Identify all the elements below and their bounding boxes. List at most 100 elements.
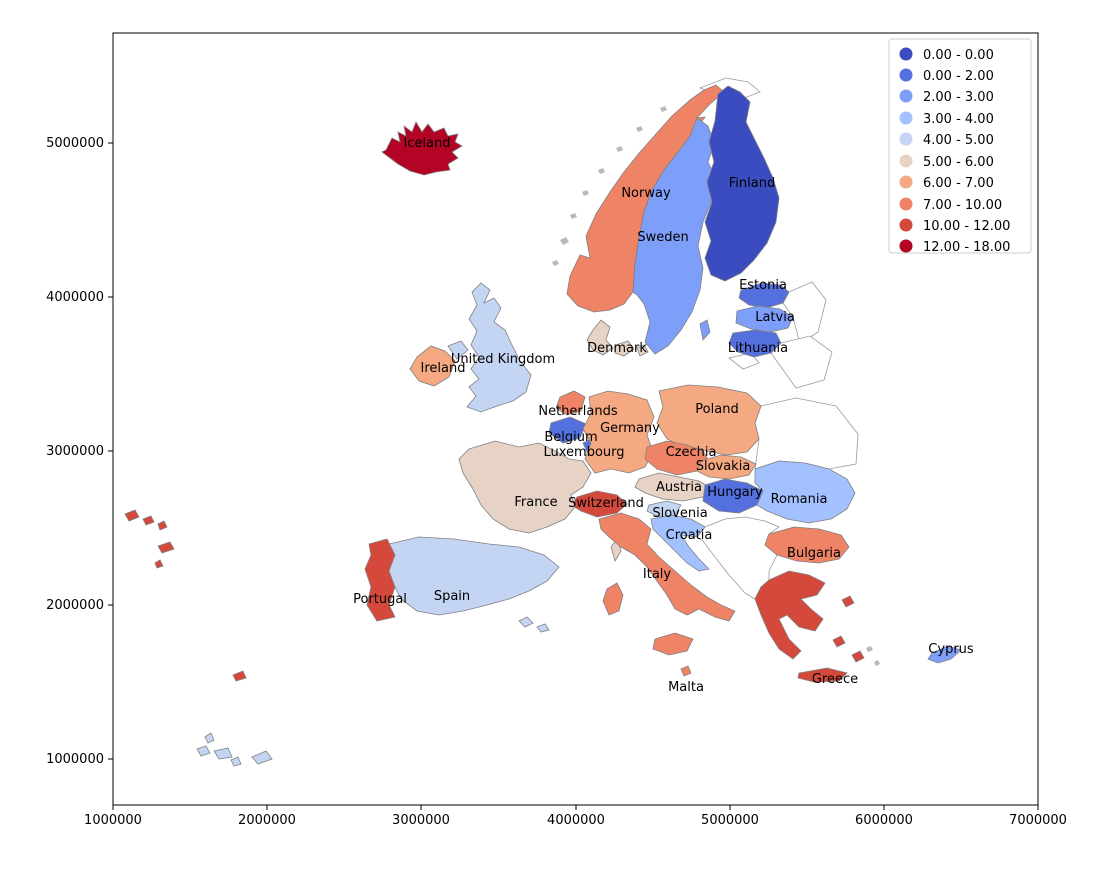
country-label-hungary: Hungary bbox=[707, 485, 763, 500]
legend-entry-label: 3.00 - 4.00 bbox=[923, 112, 994, 127]
neighbor-ukraine bbox=[754, 397, 859, 470]
region-slovenia bbox=[646, 500, 682, 518]
legend-entry-label: 0.00 - 0.00 bbox=[923, 48, 994, 63]
country-label-belgium: Belgium bbox=[544, 430, 597, 445]
regions bbox=[124, 84, 962, 767]
region-malta bbox=[680, 665, 692, 677]
x-axis: 1000000 2000000 3000000 4000000 5000000 … bbox=[84, 813, 1067, 828]
legend-entry-label: 10.00 - 12.00 bbox=[923, 219, 1010, 234]
country-label-poland: Poland bbox=[695, 402, 738, 417]
region-latvia bbox=[735, 305, 794, 333]
country-label-iceland: Iceland bbox=[403, 136, 450, 151]
country-label-portugal: Portugal bbox=[353, 592, 407, 607]
y-tick-label: 4000000 bbox=[46, 290, 104, 305]
region-greece bbox=[754, 570, 865, 683]
region-spain bbox=[196, 536, 560, 767]
y-tick-label: 3000000 bbox=[46, 444, 104, 459]
x-tick-label: 6000000 bbox=[855, 813, 913, 828]
legend-entry-label: 2.00 - 3.00 bbox=[923, 90, 994, 105]
tick-marks bbox=[108, 142, 1039, 810]
legend-marker bbox=[899, 218, 913, 232]
country-label-netherlands: Netherlands bbox=[538, 404, 617, 419]
country-label-norway: Norway bbox=[621, 186, 671, 201]
neighbor-kaliningrad bbox=[728, 352, 760, 370]
legend-entry-label: 12.00 - 18.00 bbox=[923, 240, 1010, 255]
country-label-croatia: Croatia bbox=[666, 528, 713, 543]
y-tick-label: 1000000 bbox=[46, 752, 104, 767]
country-label-cyprus: Cyprus bbox=[928, 642, 974, 657]
country-label-sweden: Sweden bbox=[637, 230, 688, 245]
region-portugal bbox=[124, 509, 396, 682]
country-label-finland: Finland bbox=[729, 176, 775, 191]
legend-marker bbox=[899, 89, 913, 103]
x-tick-label: 4000000 bbox=[547, 813, 605, 828]
region-estonia bbox=[738, 282, 790, 309]
country-label-denmark: Denmark bbox=[587, 341, 647, 356]
legend-marker bbox=[899, 132, 913, 146]
country-label-switzerland: Switzerland bbox=[568, 496, 644, 511]
legend-marker bbox=[899, 197, 913, 211]
region-italy bbox=[598, 512, 736, 656]
country-label-romania: Romania bbox=[771, 492, 828, 507]
x-tick-label: 1000000 bbox=[84, 813, 142, 828]
country-label-italy: Italy bbox=[643, 567, 672, 582]
legend-marker bbox=[899, 68, 913, 82]
region-iceland bbox=[381, 121, 463, 176]
neighbor-balkans bbox=[696, 516, 780, 600]
country-label-ireland: Ireland bbox=[421, 361, 466, 376]
country-label-estonia: Estonia bbox=[739, 278, 787, 293]
region-united-kingdom bbox=[447, 282, 532, 413]
region-croatia bbox=[650, 514, 710, 572]
legend-marker bbox=[899, 111, 913, 125]
country-label-bulgaria: Bulgaria bbox=[787, 546, 841, 561]
y-axis: 1000000 2000000 3000000 4000000 5000000 bbox=[46, 136, 104, 767]
country-label-austria: Austria bbox=[656, 480, 702, 495]
legend-marker bbox=[899, 154, 913, 168]
y-tick-label: 5000000 bbox=[46, 136, 104, 151]
x-tick-label: 2000000 bbox=[238, 813, 296, 828]
country-label-czechia: Czechia bbox=[666, 445, 717, 460]
x-tick-label: 5000000 bbox=[701, 813, 759, 828]
region-denmark bbox=[586, 319, 649, 357]
legend: 0.00 - 0.00 0.00 - 2.00 2.00 - 3.00 3.00… bbox=[888, 38, 1032, 255]
country-label-latvia: Latvia bbox=[755, 310, 795, 325]
region-lithuania bbox=[728, 329, 782, 358]
country-label-france: France bbox=[514, 495, 557, 510]
x-tick-label: 3000000 bbox=[392, 813, 450, 828]
country-label-slovakia: Slovakia bbox=[696, 459, 751, 474]
legend-entry-label: 4.00 - 5.00 bbox=[923, 133, 994, 148]
legend-box bbox=[888, 38, 1032, 254]
country-label-germany: Germany bbox=[600, 421, 660, 436]
region-poland bbox=[656, 384, 762, 456]
country-labels: Iceland Norway Sweden Finland Estonia La… bbox=[353, 136, 974, 695]
country-label-slovenia: Slovenia bbox=[652, 506, 707, 521]
legend-entry-label: 7.00 - 10.00 bbox=[923, 198, 1002, 213]
region-germany bbox=[582, 390, 655, 474]
region-netherlands bbox=[555, 390, 586, 416]
legend-marker bbox=[899, 175, 913, 189]
country-label-united-kingdom: United Kingdom bbox=[451, 352, 555, 367]
region-slovakia bbox=[696, 454, 757, 480]
region-bulgaria bbox=[764, 526, 850, 564]
region-finland bbox=[704, 85, 780, 282]
y-tick-label: 2000000 bbox=[46, 598, 104, 613]
region-romania bbox=[754, 460, 856, 524]
legend-entry-label: 0.00 - 2.00 bbox=[923, 69, 994, 84]
country-label-lithuania: Lithuania bbox=[728, 341, 788, 356]
country-label-greece: Greece bbox=[812, 672, 858, 687]
region-sweden bbox=[632, 117, 718, 355]
country-label-malta: Malta bbox=[668, 680, 704, 695]
country-label-luxembourg: Luxembourg bbox=[543, 445, 624, 460]
region-belgium bbox=[548, 416, 587, 444]
legend-marker bbox=[899, 239, 913, 253]
legend-marker bbox=[899, 47, 913, 61]
region-cyprus bbox=[927, 645, 962, 664]
legend-entry-label: 6.00 - 7.00 bbox=[923, 176, 994, 191]
legend-entry-label: 5.00 - 6.00 bbox=[923, 155, 994, 170]
region-austria bbox=[634, 472, 712, 502]
region-ireland bbox=[409, 345, 456, 387]
country-label-spain: Spain bbox=[434, 589, 470, 604]
x-tick-label: 7000000 bbox=[1009, 813, 1067, 828]
